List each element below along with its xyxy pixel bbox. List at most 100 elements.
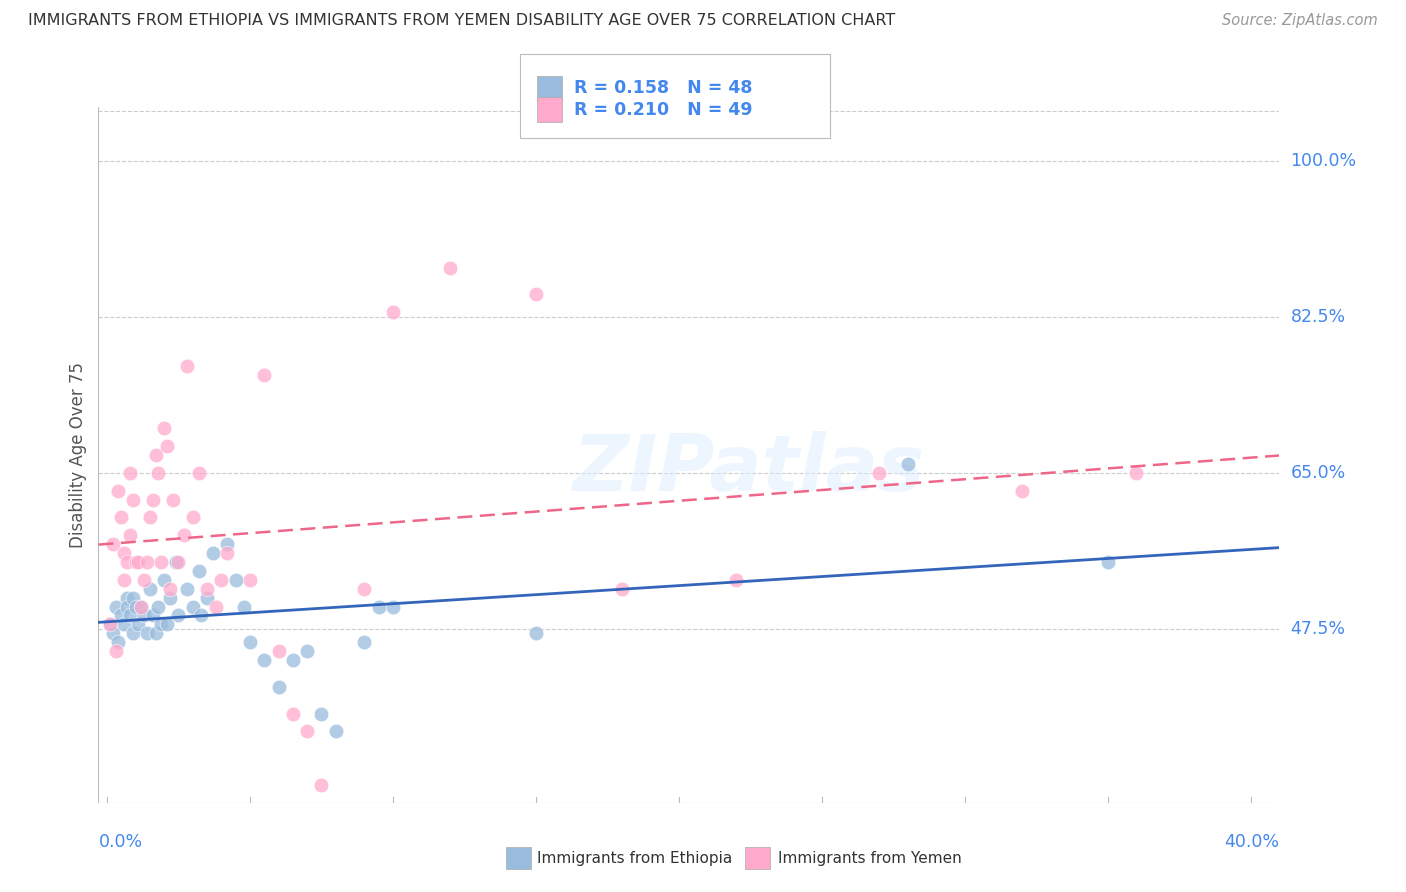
Point xyxy=(159,582,181,596)
Point xyxy=(176,582,198,596)
Point xyxy=(1011,483,1033,498)
Text: IMMIGRANTS FROM ETHIOPIA VS IMMIGRANTS FROM YEMEN DISABILITY AGE OVER 75 CORRELA: IMMIGRANTS FROM ETHIOPIA VS IMMIGRANTS F… xyxy=(28,13,896,29)
Point xyxy=(610,582,633,596)
Point xyxy=(101,626,124,640)
Point xyxy=(153,573,176,587)
Point xyxy=(524,287,547,301)
Point xyxy=(204,599,226,614)
Point xyxy=(267,680,290,694)
Point xyxy=(267,644,290,658)
Point xyxy=(148,599,170,614)
Point xyxy=(253,653,276,667)
Point xyxy=(156,439,179,453)
Point xyxy=(181,510,204,524)
Point xyxy=(311,706,333,721)
Point xyxy=(121,591,143,605)
Point xyxy=(897,457,920,471)
Point xyxy=(124,555,146,569)
Point xyxy=(162,492,184,507)
Text: 47.5%: 47.5% xyxy=(1291,620,1346,638)
Point xyxy=(112,573,135,587)
Point xyxy=(187,564,209,578)
Point xyxy=(134,608,156,623)
Text: R = 0.158   N = 48: R = 0.158 N = 48 xyxy=(574,79,752,97)
Point xyxy=(118,466,141,480)
Point xyxy=(225,573,247,587)
Point xyxy=(167,608,190,623)
Point xyxy=(136,555,159,569)
Point xyxy=(311,778,333,792)
Point xyxy=(112,546,135,560)
Point xyxy=(153,421,176,435)
Point xyxy=(110,608,132,623)
Point xyxy=(217,546,239,560)
Point xyxy=(112,617,135,632)
Point xyxy=(353,582,375,596)
Point xyxy=(381,305,404,319)
Text: 100.0%: 100.0% xyxy=(1291,152,1357,169)
Point xyxy=(131,599,153,614)
Point xyxy=(136,626,159,640)
Text: R = 0.210   N = 49: R = 0.210 N = 49 xyxy=(574,101,752,119)
Point xyxy=(110,510,132,524)
Text: 0.0%: 0.0% xyxy=(98,833,142,851)
Point xyxy=(209,573,232,587)
Point xyxy=(150,617,173,632)
Point xyxy=(281,653,304,667)
Point xyxy=(142,492,165,507)
Point xyxy=(187,466,209,480)
Point xyxy=(353,635,375,649)
Point xyxy=(139,510,162,524)
Point xyxy=(104,599,127,614)
Text: 65.0%: 65.0% xyxy=(1291,464,1346,482)
Point xyxy=(121,492,143,507)
Point xyxy=(150,555,173,569)
Point xyxy=(139,582,162,596)
Point xyxy=(367,599,389,614)
Point xyxy=(115,591,138,605)
Point xyxy=(127,555,149,569)
Point xyxy=(165,555,187,569)
Point xyxy=(195,582,218,596)
Text: 82.5%: 82.5% xyxy=(1291,308,1346,326)
Y-axis label: Disability Age Over 75: Disability Age Over 75 xyxy=(69,362,87,548)
Point xyxy=(101,537,124,551)
Point xyxy=(173,528,195,542)
Text: ZIPatlas: ZIPatlas xyxy=(572,431,924,507)
Point xyxy=(107,635,129,649)
Point xyxy=(381,599,404,614)
Point xyxy=(98,617,121,632)
Point xyxy=(156,617,179,632)
Point xyxy=(725,573,748,587)
Point xyxy=(98,617,121,632)
Point xyxy=(217,537,239,551)
Point xyxy=(295,644,318,658)
Point xyxy=(124,599,146,614)
Point xyxy=(118,608,141,623)
Point xyxy=(439,260,461,275)
Point xyxy=(145,626,167,640)
Point xyxy=(167,555,190,569)
Text: Source: ZipAtlas.com: Source: ZipAtlas.com xyxy=(1222,13,1378,29)
Point xyxy=(233,599,256,614)
Point xyxy=(1125,466,1147,480)
Point xyxy=(1097,555,1119,569)
Text: 40.0%: 40.0% xyxy=(1225,833,1279,851)
Point xyxy=(325,724,347,739)
Point xyxy=(190,608,212,623)
Point xyxy=(118,528,141,542)
Text: Immigrants from Ethiopia: Immigrants from Ethiopia xyxy=(537,851,733,865)
Point xyxy=(145,448,167,462)
Point xyxy=(195,591,218,605)
Point xyxy=(281,706,304,721)
Point xyxy=(239,635,262,649)
Point xyxy=(176,359,198,373)
Point xyxy=(134,573,156,587)
Point xyxy=(159,591,181,605)
Point xyxy=(127,617,149,632)
Point xyxy=(115,599,138,614)
Text: Immigrants from Yemen: Immigrants from Yemen xyxy=(778,851,962,865)
Point xyxy=(115,555,138,569)
Point xyxy=(868,466,890,480)
Point xyxy=(148,466,170,480)
